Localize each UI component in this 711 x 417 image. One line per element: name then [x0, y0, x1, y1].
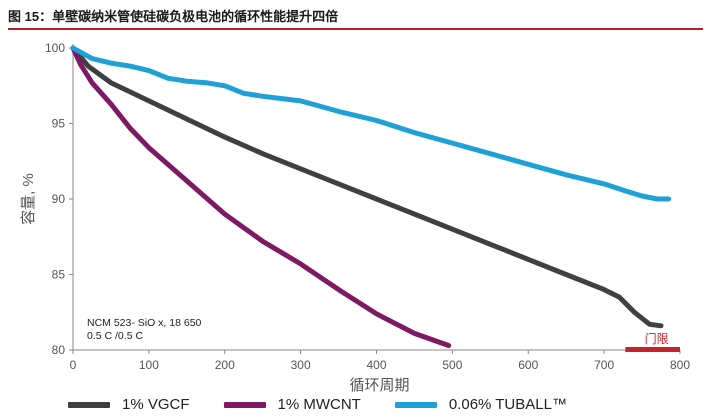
threshold-label: 门限	[645, 331, 669, 346]
title-divider	[8, 28, 703, 30]
x-axis-title: 循环周期	[349, 377, 409, 394]
test-condition-line-2: 0.5 C /0.5 C	[87, 330, 143, 342]
y-tick-label: 90	[52, 192, 66, 206]
x-tick-label: 200	[215, 358, 235, 372]
series-line-2	[70, 45, 452, 348]
legend-item-1: 1% VGCF	[68, 396, 190, 413]
x-tick-label: 700	[594, 358, 614, 372]
legend-swatch	[223, 401, 266, 408]
y-tick-label: 95	[52, 117, 66, 131]
y-tick-label: 80	[52, 343, 66, 357]
legend-label: 1% MWCNT	[277, 396, 361, 413]
y-tick-label: 100	[45, 41, 65, 55]
legend-label: 1% VGCF	[122, 396, 190, 413]
x-tick-label: 800	[670, 358, 690, 372]
legend-swatch	[394, 401, 437, 408]
x-tick-label: 0	[70, 358, 77, 372]
y-tick-label: 85	[52, 268, 66, 282]
legend-label: 0.06% TUBALL™	[448, 396, 567, 413]
legend-item-3: 0.06% TUBALL™	[394, 396, 567, 413]
x-tick-label: 100	[139, 358, 159, 372]
axes: 80 85 90 95 100 0 100 200 300 400 500 600 700 800 循环周期…	[20, 41, 690, 394]
chart-legend: 1% VGCF 1% MWCNT 0.06% TUBALL™	[68, 396, 601, 413]
series-lines	[70, 45, 672, 348]
figure-title: 图 15：单壁碳纳米管使硅碳负极电池的循环性能提升四倍	[8, 9, 339, 24]
y-axis-title: 容量, %	[20, 173, 37, 225]
legend-item-2: 1% MWCNT	[223, 396, 361, 413]
threshold-bar	[625, 347, 680, 352]
x-tick-label: 500	[442, 358, 462, 372]
series-line-3	[70, 45, 672, 202]
x-tick-label: 600	[518, 358, 538, 372]
test-condition-line-1: NCM 523- SiO x, 18 650	[87, 317, 202, 329]
x-tick-label: 300	[291, 358, 311, 372]
series-line-1	[70, 45, 664, 329]
legend-swatch	[68, 401, 110, 408]
x-tick-label: 400	[366, 358, 386, 372]
